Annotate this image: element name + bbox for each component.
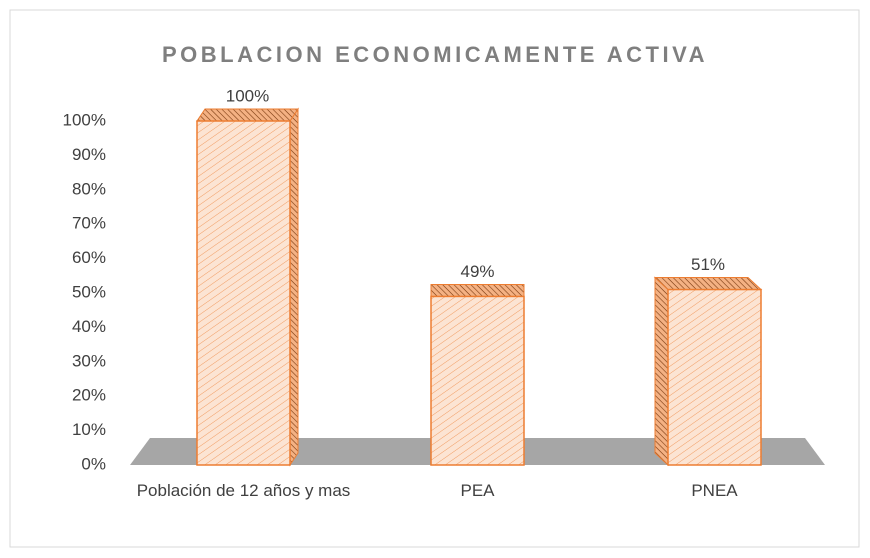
- y-tick-label: 40%: [72, 317, 106, 336]
- bar-top: [430, 283, 525, 297]
- bar: [196, 120, 291, 466]
- y-tick-label: 50%: [72, 282, 106, 301]
- chart-title: POBLACION ECONOMICAMENTE ACTIVA: [162, 42, 708, 67]
- y-tick-label: 90%: [72, 145, 106, 164]
- y-tick-label: 60%: [72, 248, 106, 267]
- value-label: 51%: [691, 255, 725, 274]
- bar: [430, 295, 525, 466]
- value-label: 100%: [226, 86, 269, 105]
- value-label: 49%: [460, 262, 494, 281]
- chart-border: [9, 9, 860, 548]
- y-tick-label: 100%: [63, 110, 106, 129]
- bar-top: [196, 108, 299, 122]
- y-tick-label: 70%: [72, 214, 106, 233]
- y-tick-label: 30%: [72, 351, 106, 370]
- y-tick-label: 0%: [81, 454, 106, 473]
- y-tick-label: 10%: [72, 420, 106, 439]
- x-tick-label: PEA: [460, 481, 495, 500]
- bar-top: [653, 277, 763, 291]
- y-tick-label: 80%: [72, 179, 106, 198]
- y-tick-label: 20%: [72, 386, 106, 405]
- bar-side: [654, 276, 669, 467]
- bar: [667, 288, 762, 466]
- x-tick-label: PNEA: [691, 481, 738, 500]
- bar-side: [289, 107, 299, 467]
- x-tick-label: Población de 12 años y mas: [136, 481, 351, 500]
